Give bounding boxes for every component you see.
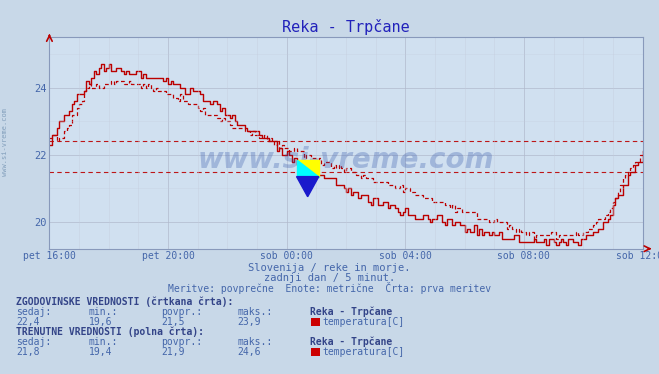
Text: min.:: min.: (89, 307, 119, 317)
Text: 21,9: 21,9 (161, 347, 185, 356)
Text: 19,6: 19,6 (89, 317, 113, 327)
Text: sedaj:: sedaj: (16, 337, 51, 347)
Text: www.si-vreme.com: www.si-vreme.com (2, 108, 9, 176)
Text: Meritve: povprečne  Enote: metrične  Črta: prva meritev: Meritve: povprečne Enote: metrične Črta:… (168, 282, 491, 294)
Text: povpr.:: povpr.: (161, 307, 202, 317)
Text: Reka - Trpčane: Reka - Trpčane (310, 336, 392, 347)
Text: zadnji dan / 5 minut.: zadnji dan / 5 minut. (264, 273, 395, 283)
Text: 23,9: 23,9 (237, 317, 261, 327)
Polygon shape (297, 160, 319, 177)
Polygon shape (297, 160, 319, 177)
Text: ZGODOVINSKE VREDNOSTI (črtkana črta):: ZGODOVINSKE VREDNOSTI (črtkana črta): (16, 296, 234, 307)
Text: www.si-vreme.com: www.si-vreme.com (198, 146, 494, 174)
Text: 21,5: 21,5 (161, 317, 185, 327)
Text: 19,4: 19,4 (89, 347, 113, 356)
Polygon shape (297, 177, 319, 197)
Text: min.:: min.: (89, 337, 119, 347)
Text: sedaj:: sedaj: (16, 307, 51, 317)
Text: 22,4: 22,4 (16, 317, 40, 327)
Text: maks.:: maks.: (237, 337, 272, 347)
Text: temperatura[C]: temperatura[C] (323, 347, 405, 356)
Title: Reka - Trpčane: Reka - Trpčane (282, 19, 410, 35)
Text: 24,6: 24,6 (237, 347, 261, 356)
Text: 21,8: 21,8 (16, 347, 40, 356)
Text: maks.:: maks.: (237, 307, 272, 317)
Text: Slovenija / reke in morje.: Slovenija / reke in morje. (248, 263, 411, 273)
Text: temperatura[C]: temperatura[C] (323, 317, 405, 327)
Text: Reka - Trpčane: Reka - Trpčane (310, 306, 392, 317)
Text: TRENUTNE VREDNOSTI (polna črta):: TRENUTNE VREDNOSTI (polna črta): (16, 326, 204, 337)
Text: povpr.:: povpr.: (161, 337, 202, 347)
